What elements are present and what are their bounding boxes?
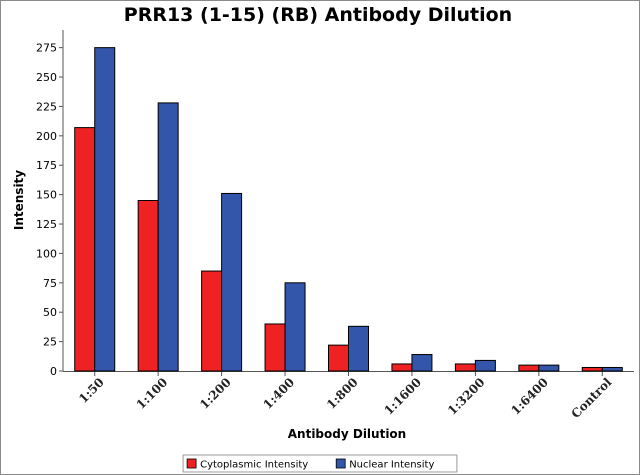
bar bbox=[391, 363, 413, 372]
bar bbox=[518, 364, 540, 372]
x-tick-label: 1:1600 bbox=[382, 375, 425, 418]
bar bbox=[137, 200, 159, 372]
legend-box bbox=[182, 454, 458, 473]
x-axis-label: Antibody Dilution bbox=[288, 427, 406, 441]
y-tick-label: 75 bbox=[43, 277, 57, 290]
y-tick-label: 0 bbox=[50, 365, 57, 378]
legend-label: Nuclear Intensity bbox=[349, 460, 434, 471]
bar bbox=[94, 47, 116, 372]
y-tick-label: 250 bbox=[36, 71, 57, 84]
bar bbox=[264, 323, 286, 372]
y-tick-label: 100 bbox=[36, 247, 57, 260]
bar bbox=[348, 325, 369, 372]
bar bbox=[328, 344, 349, 372]
x-tick-label: 1:200 bbox=[197, 375, 234, 412]
y-tick-label: 125 bbox=[36, 218, 57, 231]
plot-area: 0 25 50 75 100 125 150 175 200 225 250 275 1:50 1:100… bbox=[36, 30, 634, 421]
legend-swatch bbox=[335, 458, 346, 469]
bar bbox=[284, 282, 306, 372]
x-tick-label: 1:50 bbox=[76, 375, 107, 406]
bar bbox=[74, 127, 96, 372]
bar bbox=[454, 363, 476, 372]
bar bbox=[474, 359, 496, 372]
y-tick-label: 275 bbox=[36, 42, 57, 55]
y-tick-label: 200 bbox=[36, 130, 57, 143]
legend-label: Cytoplasmic Intensity bbox=[200, 460, 308, 471]
bar bbox=[221, 192, 243, 372]
x-tick-label: 1:3200 bbox=[445, 375, 488, 418]
x-tick-label: 1:800 bbox=[324, 375, 361, 412]
x-tick-label: 1:6400 bbox=[508, 375, 551, 418]
legend-swatch bbox=[186, 458, 197, 469]
bar bbox=[411, 354, 433, 372]
y-tick-label: 150 bbox=[36, 189, 57, 202]
x-tick-label: 1:100 bbox=[134, 375, 171, 412]
bar bbox=[601, 366, 623, 372]
bar bbox=[538, 364, 560, 372]
y-tick-label: 50 bbox=[43, 306, 57, 319]
bar bbox=[157, 102, 179, 372]
y-tick-label: 225 bbox=[36, 100, 57, 113]
y-axis-label: Intensity bbox=[12, 170, 26, 230]
y-tick-label: 175 bbox=[36, 159, 57, 172]
bar bbox=[581, 366, 603, 372]
y-tick-label: 25 bbox=[43, 336, 57, 349]
bar bbox=[201, 270, 223, 372]
x-tick-label: Control bbox=[569, 375, 615, 421]
chart-title: PRR13 (1-15) (RB) Antibody Dilution bbox=[124, 4, 512, 26]
legend: Cytoplasmic Intensity Nuclear Intensity bbox=[182, 454, 458, 473]
x-tick-label: 1:400 bbox=[261, 375, 298, 412]
